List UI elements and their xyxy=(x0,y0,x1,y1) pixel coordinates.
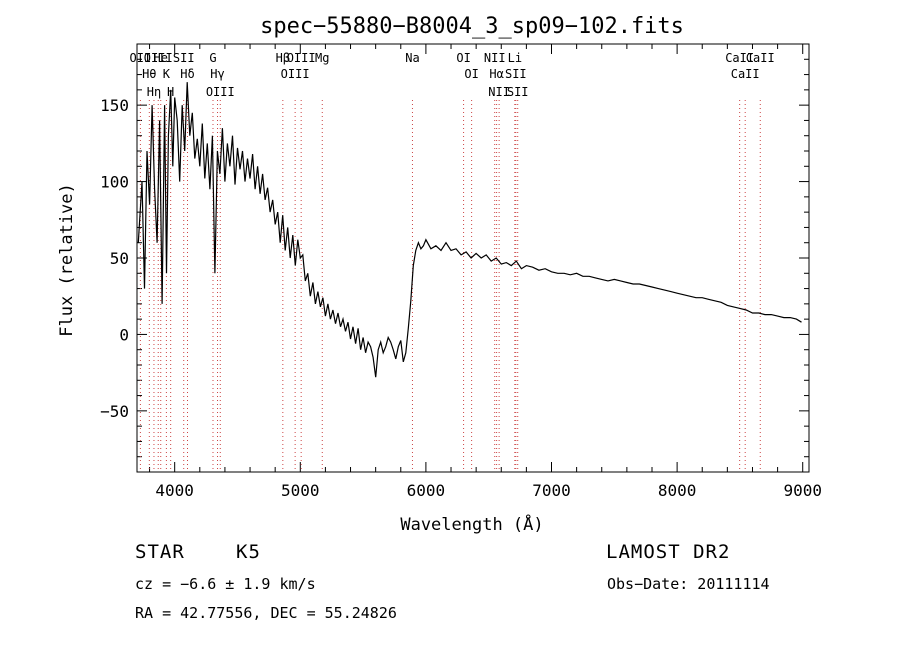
line-label: Hγ xyxy=(210,67,224,81)
survey-name: LAMOST DR2 xyxy=(606,541,731,563)
x-tick-label: 8000 xyxy=(658,481,697,500)
observation-date: Obs−Date: 20111114 xyxy=(607,575,770,593)
line-label: OI xyxy=(464,67,478,81)
line-label: Hα xyxy=(489,67,503,81)
y-tick-label: −50 xyxy=(100,402,129,421)
plot-frame xyxy=(136,43,810,473)
line-label: OI xyxy=(456,51,470,65)
line-label: CaII xyxy=(725,51,754,65)
object-subclass: K5 xyxy=(236,541,261,563)
line-label: CaII xyxy=(746,51,775,65)
line-label: Hθ xyxy=(142,67,156,81)
x-tick-label: 7000 xyxy=(532,481,571,500)
line-label: Li xyxy=(508,51,522,65)
plot-axes xyxy=(136,43,810,473)
x-tick-label: 4000 xyxy=(155,481,194,500)
line-label: Hβ xyxy=(276,51,290,65)
x-tick-label: 6000 xyxy=(407,481,446,500)
line-label: OIII xyxy=(281,67,310,81)
line-label: OIII xyxy=(144,51,173,65)
chart-title: spec−55880−B8004_3_sp09−102.fits xyxy=(260,14,684,39)
y-tick-label: 50 xyxy=(110,249,129,268)
line-label: SII xyxy=(507,85,529,99)
line-label: CaII xyxy=(731,67,760,81)
x-tick-label: 5000 xyxy=(281,481,320,500)
line-label: Hη xyxy=(147,85,161,99)
y-axis-label: Flux (relative) xyxy=(57,183,77,337)
y-tick-label: 0 xyxy=(119,325,129,344)
coordinates: RA = 42.77556, DEC = 55.24826 xyxy=(135,604,397,622)
line-label: Na xyxy=(405,51,419,65)
line-label: Hδ xyxy=(180,67,194,81)
redshift-cz: cz = −6.6 ± 1.9 km/s xyxy=(135,575,316,593)
x-tick-label: 9000 xyxy=(783,481,822,500)
line-label: K xyxy=(163,67,171,81)
line-label: OIII xyxy=(287,51,316,65)
line-label: OIII xyxy=(206,85,235,99)
y-tick-label: 150 xyxy=(100,96,129,115)
line-label: Mg xyxy=(315,51,329,65)
axis-ticks xyxy=(137,44,809,472)
x-axis-label: Wavelength (Å) xyxy=(400,513,543,535)
line-label: G xyxy=(209,51,216,65)
tick-labels: 4000 5000 6000 7000 8000 9000 −50 0 50 100 150 xyxy=(100,96,822,500)
line-label: SII xyxy=(173,51,195,65)
line-label: SII xyxy=(505,67,527,81)
flux-series-line xyxy=(137,82,802,378)
y-tick-label: 100 xyxy=(100,173,129,192)
line-label: NII xyxy=(488,85,510,99)
line-label: OII xyxy=(130,51,152,65)
line-label: He xyxy=(154,51,168,65)
line-label: NII xyxy=(484,51,506,65)
object-class: STAR xyxy=(135,541,185,563)
